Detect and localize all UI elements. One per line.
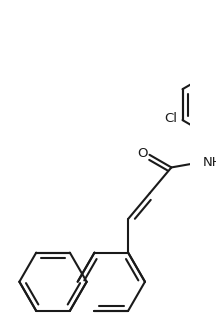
Text: NH: NH (203, 156, 216, 169)
Text: O: O (137, 147, 147, 160)
Text: Cl: Cl (164, 113, 177, 126)
